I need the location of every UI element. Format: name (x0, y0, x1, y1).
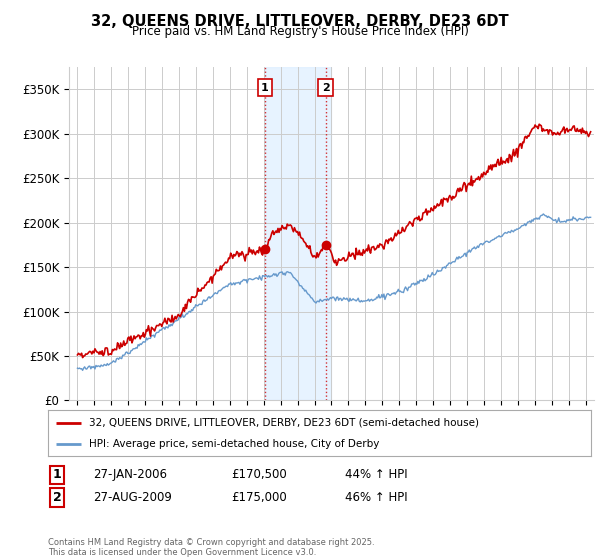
Text: 1: 1 (53, 468, 61, 482)
Bar (265, 67, 331, 400)
Text: Contains HM Land Registry data © Crown copyright and database right 2025.
This d: Contains HM Land Registry data © Crown c… (48, 538, 374, 557)
Text: 1: 1 (261, 83, 269, 92)
Text: 27-AUG-2009: 27-AUG-2009 (93, 491, 172, 504)
Text: 2: 2 (322, 83, 329, 92)
Text: £170,500: £170,500 (231, 468, 287, 482)
Text: 32, QUEENS DRIVE, LITTLEOVER, DERBY, DE23 6DT: 32, QUEENS DRIVE, LITTLEOVER, DERBY, DE2… (91, 14, 509, 29)
Text: 32, QUEENS DRIVE, LITTLEOVER, DERBY, DE23 6DT (semi-detached house): 32, QUEENS DRIVE, LITTLEOVER, DERBY, DE2… (89, 418, 479, 428)
Text: 2: 2 (53, 491, 61, 504)
Text: 46% ↑ HPI: 46% ↑ HPI (345, 491, 407, 504)
Text: 44% ↑ HPI: 44% ↑ HPI (345, 468, 407, 482)
Text: £175,000: £175,000 (231, 491, 287, 504)
Text: 27-JAN-2006: 27-JAN-2006 (93, 468, 167, 482)
Text: HPI: Average price, semi-detached house, City of Derby: HPI: Average price, semi-detached house,… (89, 439, 379, 449)
Text: Price paid vs. HM Land Registry's House Price Index (HPI): Price paid vs. HM Land Registry's House … (131, 25, 469, 38)
